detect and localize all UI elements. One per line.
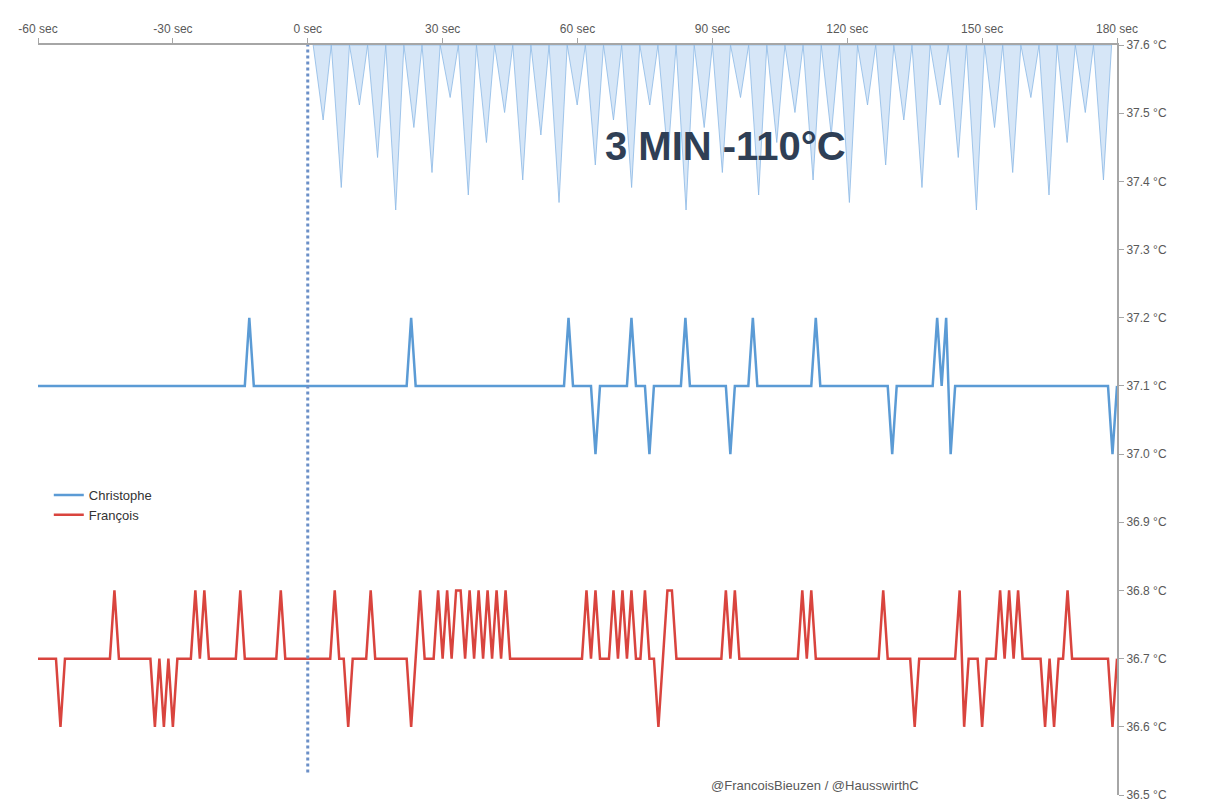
svg-text:François: François bbox=[89, 508, 139, 523]
svg-text:150 sec: 150 sec bbox=[961, 22, 1003, 36]
svg-text:37.5 °C: 37.5 °C bbox=[1126, 106, 1166, 120]
svg-text:-30 sec: -30 sec bbox=[153, 22, 192, 36]
svg-text:Christophe: Christophe bbox=[89, 488, 152, 503]
svg-text:37.2 °C: 37.2 °C bbox=[1126, 311, 1166, 325]
svg-text:36.6 °C: 36.6 °C bbox=[1126, 720, 1166, 734]
svg-text:60 sec: 60 sec bbox=[560, 22, 595, 36]
svg-text:30 sec: 30 sec bbox=[425, 22, 460, 36]
svg-text:@FrancoisBieuzen / @Hausswirth: @FrancoisBieuzen / @HausswirthC bbox=[711, 778, 919, 793]
svg-text:37.0 °C: 37.0 °C bbox=[1126, 447, 1166, 461]
svg-text:3 MIN -110°C: 3 MIN -110°C bbox=[605, 124, 846, 168]
svg-text:-60 sec: -60 sec bbox=[18, 22, 57, 36]
svg-text:37.3 °C: 37.3 °C bbox=[1126, 243, 1166, 257]
svg-text:37.1 °C: 37.1 °C bbox=[1126, 379, 1166, 393]
svg-text:36.7 °C: 36.7 °C bbox=[1126, 652, 1166, 666]
svg-text:180 sec: 180 sec bbox=[1096, 22, 1138, 36]
svg-text:36.9 °C: 36.9 °C bbox=[1126, 515, 1166, 529]
svg-text:120 sec: 120 sec bbox=[826, 22, 868, 36]
svg-text:36.5 °C: 36.5 °C bbox=[1126, 788, 1166, 802]
svg-text:90 sec: 90 sec bbox=[695, 22, 730, 36]
svg-text:37.4 °C: 37.4 °C bbox=[1126, 175, 1166, 189]
svg-text:36.8 °C: 36.8 °C bbox=[1126, 584, 1166, 598]
svg-text:0 sec: 0 sec bbox=[293, 22, 322, 36]
svg-text:37.6 °C: 37.6 °C bbox=[1126, 38, 1166, 52]
